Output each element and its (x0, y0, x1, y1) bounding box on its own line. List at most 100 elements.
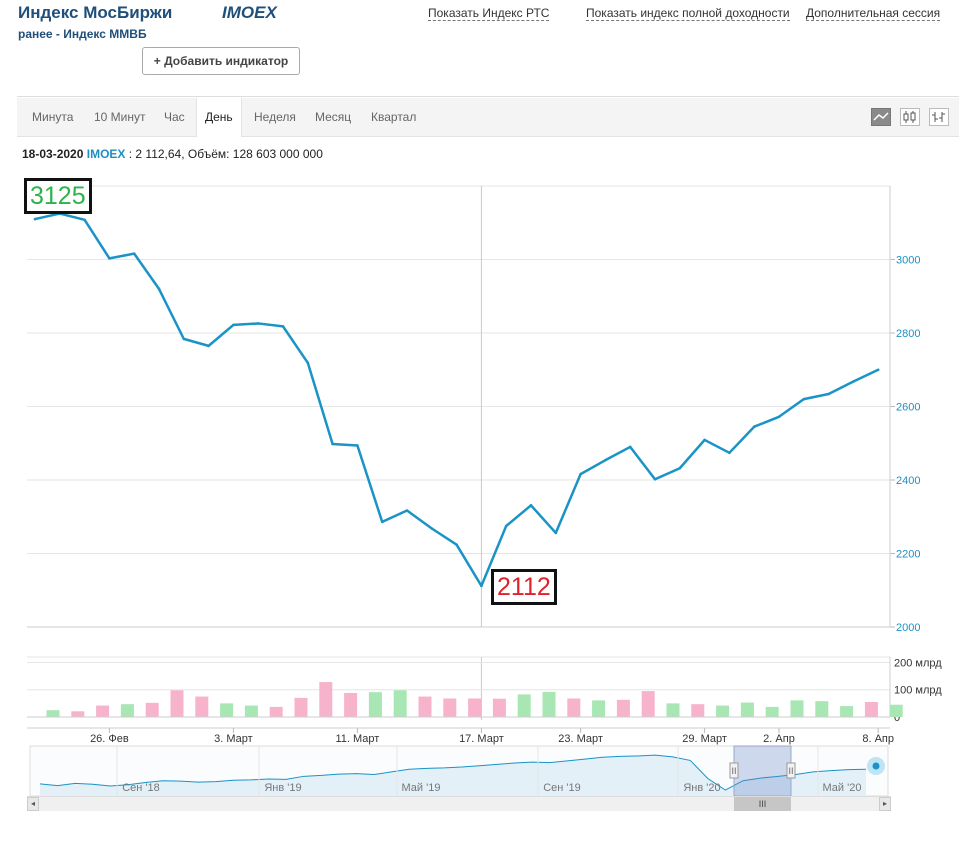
volume-tick-label: 0 (894, 712, 900, 724)
volume-bar (170, 690, 184, 717)
tab-minute[interactable]: Минута (32, 110, 74, 124)
volume-tick-label: 100 млрд (894, 685, 942, 697)
price-point (306, 361, 310, 365)
price-point (678, 466, 682, 470)
scrollbar-thumb[interactable]: III (734, 797, 791, 811)
additional-session-link[interactable]: Дополнительная сессия (806, 6, 941, 21)
volume-bar (468, 698, 482, 717)
y-tick-label: 3000 (896, 255, 920, 267)
price-point (504, 524, 508, 528)
max-value-label: 3125 (24, 178, 92, 214)
tab-10-minutes[interactable]: 10 Минут (94, 110, 146, 124)
line-chart-icon[interactable] (871, 108, 891, 126)
volume-bar (765, 706, 779, 717)
price-point (182, 337, 186, 341)
navigator-tick-label: Сен '18 (122, 782, 160, 794)
volume-bar (319, 682, 333, 717)
navigator-series-line (39, 754, 867, 791)
info-values: : 2 112,64, Объём: 128 603 000 000 (125, 147, 323, 161)
volume-bar (641, 691, 655, 717)
navigator-end-marker (872, 762, 880, 770)
volume-bar (294, 697, 308, 717)
navigator-tick-label: Сен '19 (543, 782, 581, 794)
price-point (579, 472, 582, 476)
price-point (480, 584, 483, 588)
volume-bar (344, 693, 358, 717)
min-value-label: 2112 (491, 569, 557, 605)
show-total-return-link[interactable]: Показать индекс полной доходности (586, 6, 790, 21)
candlestick-icon[interactable] (900, 108, 920, 126)
price-point (132, 252, 136, 255)
x-tick-label: 11. Март (335, 733, 379, 745)
horizontal-scrollbar[interactable]: ◂ III ▸ (27, 796, 891, 811)
add-indicator-button[interactable]: + Добавить индикатор (142, 47, 300, 75)
x-tick-label: 3. Март (214, 733, 253, 745)
price-point (33, 217, 37, 221)
tab-hour[interactable]: Час (164, 110, 185, 124)
price-point (207, 344, 210, 348)
volume-bar (790, 700, 804, 717)
volume-bar (889, 704, 903, 717)
volume-bar (517, 694, 531, 717)
y-tick-label: 2000 (896, 622, 920, 634)
price-point (802, 397, 806, 401)
x-tick-label: 23. Март (558, 733, 603, 745)
price-point (752, 425, 756, 429)
volume-bar (46, 710, 60, 717)
x-tick-label: 29. Март (682, 733, 727, 745)
volume-bar (815, 701, 829, 717)
y-tick-label: 2800 (896, 328, 920, 340)
price-point (108, 257, 111, 260)
tab-quarter[interactable]: Квартал (371, 110, 417, 124)
volume-bar (244, 705, 258, 717)
price-point (232, 323, 235, 327)
show-rts-link[interactable]: Показать Индекс РТС (428, 6, 550, 21)
tab-month[interactable]: Месяц (315, 110, 352, 124)
volume-bar (96, 705, 110, 717)
scroll-right-button[interactable]: ▸ (879, 797, 891, 811)
volume-bar (542, 691, 556, 717)
price-point (703, 438, 706, 442)
volume-bar (864, 702, 878, 717)
x-tick-label: 8. Апр (862, 733, 894, 745)
price-point (331, 442, 334, 446)
scroll-left-button[interactable]: ◂ (27, 797, 39, 811)
volume-bar (418, 696, 432, 717)
page-title: Индекс МосБиржи (18, 3, 173, 22)
navigator-handle (729, 762, 739, 779)
ticker-label: IMOEX (222, 3, 277, 22)
volume-tick-label: 200 млрд (894, 657, 942, 669)
volume-bar (567, 698, 581, 717)
price-point (380, 520, 384, 524)
y-tick-label: 2600 (896, 402, 920, 414)
price-point (604, 458, 607, 462)
ohlc-bar-icon[interactable] (929, 108, 949, 126)
tab-day[interactable]: День (196, 98, 242, 137)
price-point (728, 451, 731, 455)
price-point (430, 527, 434, 530)
price-point (777, 415, 781, 419)
price-point (628, 445, 632, 449)
price-point (827, 392, 830, 396)
volume-bar (492, 698, 506, 717)
price-series-line (34, 212, 879, 588)
volume-bar (691, 704, 705, 717)
navigator-selection (733, 745, 792, 797)
price-point (83, 218, 86, 222)
x-tick-label: 17. Март (459, 733, 504, 745)
tab-week[interactable]: Неделя (254, 110, 296, 124)
volume-bar (120, 704, 134, 717)
y-tick-label: 2200 (896, 549, 920, 561)
volume-bar (443, 698, 457, 717)
volume-bar (666, 703, 680, 717)
navigator-tick-label: Май '20 (823, 782, 862, 794)
volume-bar (269, 706, 283, 717)
volume-bar (145, 702, 159, 717)
price-point (405, 509, 409, 512)
page-subtitle: ранее - Индекс ММВБ (18, 27, 147, 41)
volume-bar (220, 703, 234, 717)
price-point (876, 368, 880, 372)
tooltip-info: 18-03-2020 IMOEX : 2 112,64, Объём: 128 … (22, 147, 323, 161)
price-point (256, 322, 260, 325)
